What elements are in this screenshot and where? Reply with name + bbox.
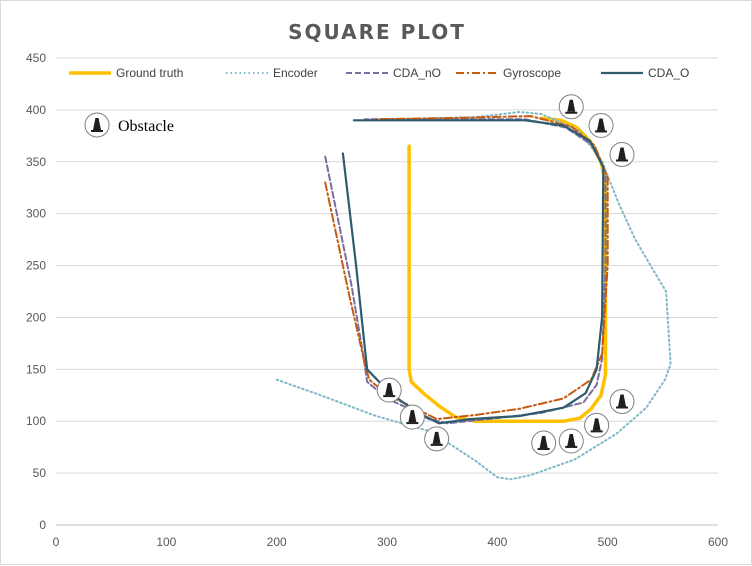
- series-line-cda-o: [341, 119, 605, 425]
- legend-label: Ground truth: [116, 66, 183, 80]
- series-line-cda-no: [324, 118, 607, 425]
- obstacle-icon: [588, 112, 614, 138]
- obstacle-icon: [84, 112, 110, 138]
- x-tick-label: 0: [53, 535, 60, 549]
- x-tick-label: 300: [377, 535, 397, 549]
- y-tick-label: 400: [26, 103, 46, 117]
- obstacle-markers: [376, 94, 635, 456]
- series-line-gyroscope: [324, 115, 609, 421]
- x-tick-label: 400: [487, 535, 507, 549]
- obstacle-icon: [584, 412, 610, 438]
- y-tick-label: 250: [26, 259, 46, 273]
- legend-label: CDA_nO: [393, 66, 441, 80]
- obstacle-icon: [609, 389, 635, 415]
- axis-ticks: 0 50 100 150 200 250 300 350 400 450 0 100 200 300 400…: [26, 51, 728, 549]
- series-line-encoder: [275, 111, 672, 481]
- obstacle-icon: [531, 430, 557, 456]
- obstacle-icon: [84, 112, 110, 138]
- obstacle-icon: [376, 377, 402, 403]
- y-tick-label: 300: [26, 207, 46, 221]
- gridlines: [56, 57, 718, 526]
- chart-title: SQUARE PLOT: [288, 20, 466, 44]
- obstacle-label: Obstacle: [118, 118, 174, 135]
- y-tick-label: 450: [26, 51, 46, 65]
- y-tick-label: 50: [33, 466, 47, 480]
- obstacle-icon: [558, 428, 584, 454]
- x-tick-label: 200: [267, 535, 287, 549]
- series-line-ground-truth: [407, 116, 608, 423]
- obstacle-icon: [609, 142, 635, 168]
- obstacle-key: Obstacle: [84, 112, 174, 138]
- legend-label: Gyroscope: [503, 66, 561, 80]
- y-tick-label: 350: [26, 155, 46, 169]
- legend-label: CDA_O: [648, 66, 689, 80]
- y-tick-label: 150: [26, 362, 46, 376]
- x-tick-label: 600: [708, 535, 728, 549]
- x-tick-label: 100: [156, 535, 176, 549]
- x-tick-label: 500: [598, 535, 618, 549]
- obstacle-icon: [424, 426, 450, 452]
- y-tick-label: 0: [39, 518, 46, 532]
- obstacle-icon: [399, 404, 425, 430]
- y-tick-label: 100: [26, 414, 46, 428]
- legend-label: Encoder: [273, 66, 318, 80]
- obstacle-icon: [558, 94, 584, 120]
- legend: Ground truth Encoder CDA_nO Gyroscope CDA_O: [69, 66, 689, 80]
- y-tick-label: 200: [26, 310, 46, 324]
- series-lines: [275, 111, 672, 481]
